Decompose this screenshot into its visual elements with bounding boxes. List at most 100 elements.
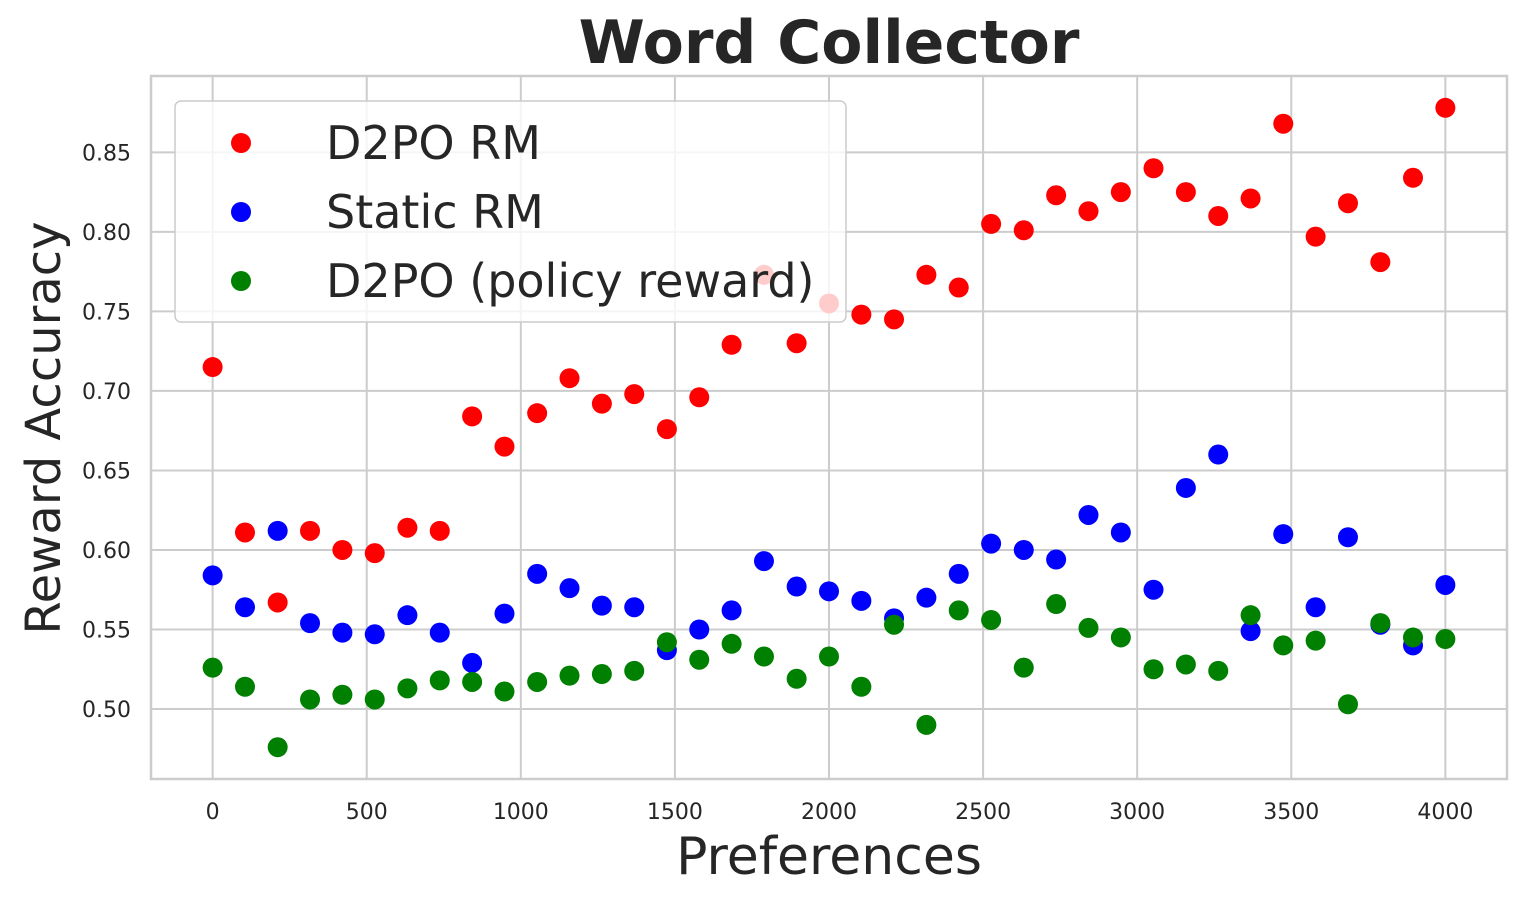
x-tick-label: 2000 [801,800,857,825]
data-point [721,334,742,355]
data-point [1435,629,1456,650]
data-point [1143,659,1164,680]
data-point [1175,182,1196,203]
data-point [202,565,223,586]
data-point [591,664,612,685]
data-point [1273,635,1294,656]
data-point [689,387,710,408]
x-tick-labels: 0 500 1000 1500 2000 2500 3000 3500 4000 [206,800,1474,825]
data-point [1013,657,1034,678]
data-point [1240,188,1261,209]
data-point [1305,226,1326,247]
data-point [1013,220,1034,241]
data-point [689,619,710,640]
data-point [364,624,385,645]
y-tick-label: 0.80 [82,221,131,246]
y-tick-label: 0.60 [82,539,131,564]
data-point [429,622,450,643]
data-point [884,309,905,330]
data-point [624,597,645,618]
data-point [234,522,255,543]
data-point [624,660,645,681]
y-tick-label: 0.65 [82,459,131,484]
data-point [267,592,288,613]
x-tick-label: 3000 [1109,800,1165,825]
data-point [1403,167,1424,188]
data-point [1208,660,1229,681]
data-point [267,737,288,758]
data-point [267,520,288,541]
data-point [916,264,937,285]
data-point [462,406,483,427]
data-point [981,213,1002,234]
data-point [753,551,774,572]
legend-marker [231,133,251,153]
data-point [656,632,677,653]
legend-marker [231,202,251,222]
data-point [819,646,839,667]
data-point [202,357,223,378]
data-point [527,403,548,424]
x-tick-label: 2500 [955,800,1011,825]
data-point [1208,444,1229,465]
data-point [429,520,450,541]
data-point [721,633,742,654]
data-point [981,533,1002,554]
x-tick-label: 3500 [1263,800,1319,825]
data-point [559,665,580,686]
data-point [397,678,418,699]
x-tick-label: 1000 [493,800,549,825]
data-point [786,333,807,354]
data-point [786,576,807,597]
data-point [948,600,969,621]
data-point [591,393,612,414]
data-point [527,563,548,584]
data-point [1110,182,1131,203]
data-point [1305,630,1326,651]
data-point [559,368,580,389]
data-point [786,668,807,689]
data-point [300,613,321,634]
data-point [916,714,937,735]
data-point [851,590,872,611]
data-point [689,649,710,670]
data-point [364,543,385,564]
data-point [851,304,872,325]
x-tick-label: 0 [206,800,220,825]
data-point [1143,579,1164,600]
data-point [397,517,418,538]
data-point [624,384,645,405]
data-point [300,689,321,710]
data-point [1110,627,1131,648]
data-point [753,646,774,667]
data-point [1046,185,1067,206]
data-point [494,603,515,624]
y-tick-label: 0.50 [82,698,131,723]
data-point [1046,549,1067,570]
data-point [948,563,969,584]
data-point [819,581,839,602]
data-point [1305,597,1326,618]
data-point [1240,605,1261,626]
data-point [656,419,677,440]
y-tick-label: 0.70 [82,380,131,405]
data-point [234,676,255,697]
y-tick-label: 0.55 [82,618,131,643]
data-point [559,578,580,599]
data-point [234,597,255,618]
data-point [1273,113,1294,134]
data-point [1273,524,1294,545]
plot-area-frame [149,74,1509,781]
data-point [1143,158,1164,179]
legend-box [174,100,847,323]
data-point [332,539,353,560]
data-point [981,609,1002,630]
data-point [1175,477,1196,498]
data-point [300,520,321,541]
chart-title: Word Collector [579,8,1080,78]
series-points [202,594,1456,758]
data-point [1337,193,1358,214]
data-point [462,652,483,673]
data-point [332,684,353,705]
y-axis-label: Reward Accuracy [16,221,72,634]
